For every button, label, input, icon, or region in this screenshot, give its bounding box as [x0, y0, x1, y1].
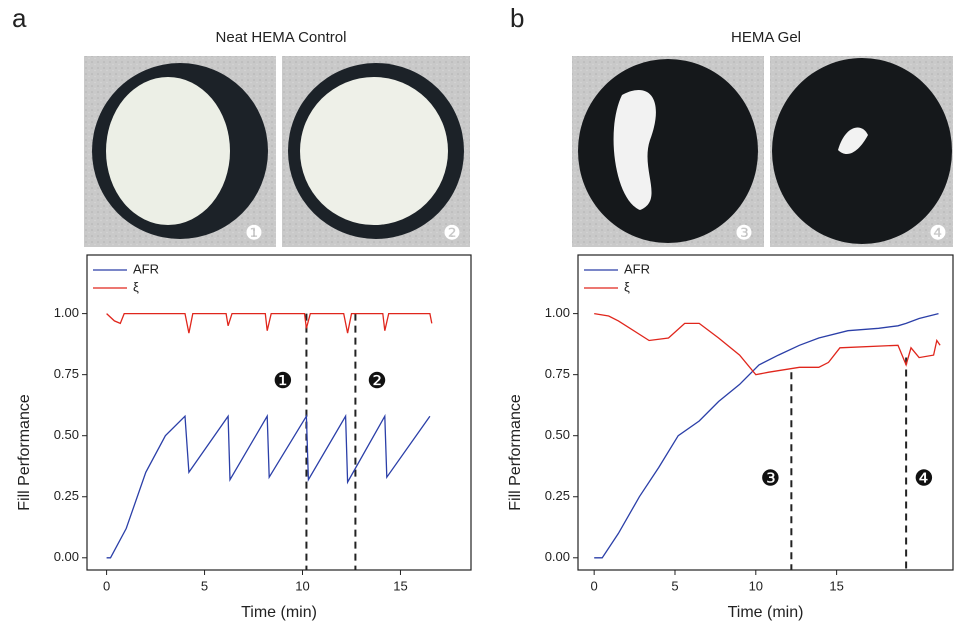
- y-axis-label: Fill Performance: [16, 394, 33, 511]
- x-axis-label: Time (min): [728, 604, 804, 621]
- x-tick-label: 5: [201, 578, 208, 593]
- data-line: [106, 413, 431, 559]
- photo: [84, 56, 470, 247]
- data-line: [594, 312, 941, 376]
- y-axis-label: Fill Performance: [507, 394, 524, 511]
- annotation: ❹: [914, 465, 934, 490]
- legend-label: AFR: [133, 261, 159, 276]
- photo-label: ❹: [929, 222, 947, 244]
- panel-label: a: [12, 3, 27, 33]
- y-tick-label: 0.75: [545, 366, 570, 381]
- x-tick-label: 10: [749, 578, 763, 593]
- y-tick-label: 0.75: [54, 366, 79, 381]
- x-tick-label: 15: [829, 578, 843, 593]
- legend-label: ξ: [624, 279, 630, 294]
- annotation: ❶: [273, 368, 293, 393]
- data-line: [106, 312, 433, 334]
- data-line: [594, 312, 939, 559]
- photo-title: HEMA Gel: [731, 29, 801, 46]
- charts: a Neat HEMA Control ❶ ❷ 0.00 0.25 0.50 0.75 1.00…: [12, 3, 954, 621]
- photo-title: Neat HEMA Control: [216, 29, 347, 46]
- y-tick-label: 1.00: [545, 305, 570, 320]
- legend-label: ξ: [133, 279, 139, 294]
- annotation: ❸: [760, 465, 780, 490]
- panel-label: b: [510, 3, 524, 33]
- annotation: ❷: [367, 368, 387, 393]
- y-tick-label: 0.25: [54, 488, 79, 503]
- legend-label: AFR: [624, 261, 650, 276]
- y-tick-label: 0.00: [54, 549, 79, 564]
- x-tick-label: 10: [295, 578, 309, 593]
- plot-frame: [86, 254, 472, 571]
- x-axis-label: Time (min): [241, 604, 317, 621]
- x-tick-label: 0: [103, 578, 110, 593]
- plot-frame: [577, 254, 954, 571]
- photo-label: ❸: [735, 222, 753, 244]
- y-tick-label: 0.00: [545, 549, 570, 564]
- photo: [572, 56, 953, 247]
- x-tick-label: 0: [591, 578, 598, 593]
- y-tick-label: 0.50: [54, 427, 79, 442]
- y-tick-label: 1.00: [54, 305, 79, 320]
- photo-label: ❶: [245, 222, 263, 244]
- y-tick-label: 0.25: [545, 488, 570, 503]
- y-tick-label: 0.50: [545, 427, 570, 442]
- x-tick-label: 15: [393, 578, 407, 593]
- photo-label: ❷: [443, 222, 461, 244]
- x-tick-label: 5: [671, 578, 678, 593]
